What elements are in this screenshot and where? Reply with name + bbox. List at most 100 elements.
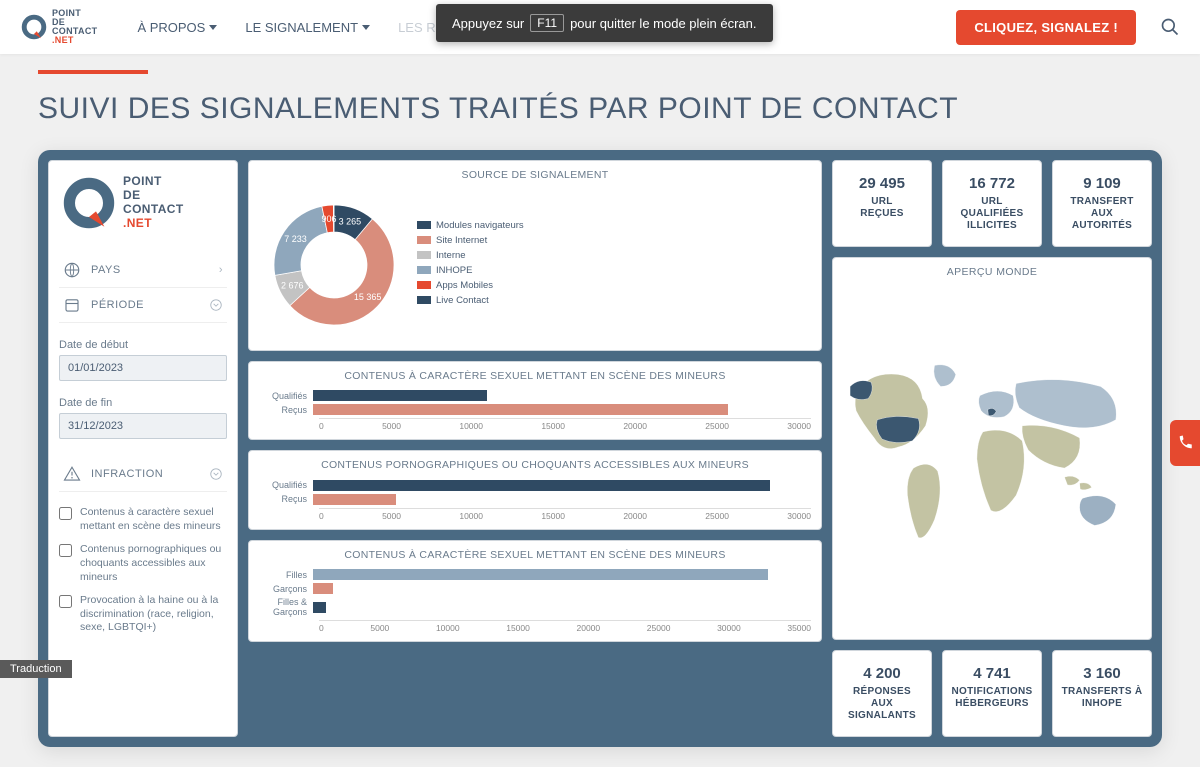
bar bbox=[313, 494, 396, 505]
bar bbox=[313, 480, 770, 491]
kpi-card: 3 160 TRANSFERTS ÀINHOPE bbox=[1052, 650, 1152, 737]
legend-swatch bbox=[417, 236, 431, 244]
axis: 050001000015000200002500030000 bbox=[319, 418, 811, 431]
bar-label: Qualifiés bbox=[259, 391, 313, 401]
calendar-icon bbox=[63, 296, 81, 314]
checkbox[interactable] bbox=[59, 544, 72, 557]
sidebar-logo: POINT DE CONTACT .NET bbox=[59, 175, 227, 231]
donut-panel: SOURCE DE SIGNALEMENT 3 265 15 365 2 676 7 … bbox=[248, 160, 822, 351]
checkbox[interactable] bbox=[59, 595, 72, 608]
check-label: Provocation à la haine ou à la discrimin… bbox=[80, 594, 227, 635]
dashboard-sidebar: POINT DE CONTACT .NET PAYS › PÉRIODE Dat… bbox=[48, 160, 238, 737]
legend-label: Site Internet bbox=[436, 235, 487, 246]
warning-icon bbox=[63, 465, 81, 483]
date-start-input[interactable] bbox=[59, 355, 227, 381]
right-column: SOURCE DE SIGNALEMENT 3 265 15 365 2 676 7 … bbox=[248, 160, 822, 737]
legend-label: INHOPE bbox=[436, 265, 472, 276]
legend-item: INHOPE bbox=[417, 265, 811, 276]
bar-label: Filles & Garçons bbox=[259, 597, 313, 617]
cta-report-button[interactable]: CLIQUEZ, SIGNALEZ ! bbox=[956, 10, 1136, 45]
kpi-value: 4 741 bbox=[951, 665, 1033, 682]
date-end-input[interactable] bbox=[59, 413, 227, 439]
svg-text:2 676: 2 676 bbox=[281, 280, 304, 290]
kpi-card: 9 109 TRANSFERT AUXAUTORITÉS bbox=[1052, 160, 1152, 247]
logo-icon bbox=[61, 175, 117, 231]
date-end-label: Date de fin bbox=[59, 397, 227, 409]
page-title: SUIVI DES SIGNALEMENTS TRAITÉS PAR POINT… bbox=[38, 92, 1162, 126]
traduction-tab[interactable]: Traduction bbox=[0, 660, 72, 678]
legend-swatch bbox=[417, 266, 431, 274]
donut-title: SOURCE DE SIGNALEMENT bbox=[249, 161, 821, 186]
bar-label: Qualifiés bbox=[259, 480, 313, 490]
site-logo[interactable]: POINT DE CONTACT .NET bbox=[20, 9, 97, 45]
check-label: Contenus à caractère sexuel mettant en s… bbox=[80, 506, 227, 533]
filter-periode[interactable]: PÉRIODE bbox=[59, 288, 227, 323]
barchart-panel: CONTENUS À CARACTÈRE SEXUEL METTANT EN S… bbox=[248, 361, 822, 441]
svg-text:7 233: 7 233 bbox=[284, 233, 307, 243]
check-label: Contenus pornographiques ou choquants ac… bbox=[80, 543, 227, 584]
donut-chart: 3 26515 3652 6767 233906 bbox=[259, 190, 409, 340]
legend-swatch bbox=[417, 296, 431, 304]
svg-text:15 365: 15 365 bbox=[354, 292, 382, 302]
bar-label: Reçus bbox=[259, 405, 313, 415]
infraction-check-1[interactable]: Contenus pornographiques ou choquants ac… bbox=[59, 543, 227, 584]
bar-row: Qualifiés bbox=[259, 480, 811, 491]
chevron-down-icon bbox=[209, 467, 223, 481]
chart-title: CONTENUS PORNOGRAPHIQUES OU CHOQUANTS AC… bbox=[249, 451, 821, 476]
date-start-group: Date de début bbox=[59, 339, 227, 381]
filter-infraction[interactable]: INFRACTION bbox=[59, 457, 227, 492]
bar-row: Garçons bbox=[259, 583, 811, 594]
kpi-value: 4 200 bbox=[841, 665, 923, 682]
legend-swatch bbox=[417, 281, 431, 289]
legend-swatch bbox=[417, 221, 431, 229]
donut-legend: Modules navigateurs Site Internet Interne I… bbox=[417, 220, 811, 310]
map-panel: APERÇU MONDE bbox=[832, 257, 1152, 640]
infraction-check-0[interactable]: Contenus à caractère sexuel mettant en s… bbox=[59, 506, 227, 533]
bar-row: Reçus bbox=[259, 494, 811, 505]
kpi-label: URL QUALIFIÉESILLICITES bbox=[951, 196, 1033, 232]
bar-row: Filles bbox=[259, 569, 811, 580]
kpi-card: 29 495URLREÇUES bbox=[832, 160, 932, 247]
barchart-panel: CONTENUS À CARACTÈRE SEXUEL METTANT EN S… bbox=[248, 540, 822, 643]
infraction-checklist: Contenus à caractère sexuel mettant en s… bbox=[59, 506, 227, 645]
date-end-group: Date de fin bbox=[59, 397, 227, 439]
svg-text:3 265: 3 265 bbox=[339, 216, 362, 226]
bar bbox=[313, 390, 487, 401]
nav-apropos[interactable]: À PROPOS bbox=[137, 20, 217, 35]
kpi-label: TRANSFERT AUXAUTORITÉS bbox=[1061, 196, 1143, 232]
kpi-label: TRANSFERTS ÀINHOPE bbox=[1061, 686, 1143, 710]
bar-row: Filles & Garçons bbox=[259, 597, 811, 617]
bar-label: Reçus bbox=[259, 494, 313, 504]
date-start-label: Date de début bbox=[59, 339, 227, 351]
kpi-value: 9 109 bbox=[1061, 175, 1143, 192]
legend-label: Modules navigateurs bbox=[436, 220, 524, 231]
barchart-panel: CONTENUS PORNOGRAPHIQUES OU CHOQUANTS AC… bbox=[248, 450, 822, 530]
kpi-value: 3 160 bbox=[1061, 665, 1143, 682]
kpi-label: NOTIFICATIONSHÉBERGEURS bbox=[951, 686, 1033, 710]
legend-label: Live Contact bbox=[436, 295, 489, 306]
search-icon[interactable] bbox=[1160, 17, 1180, 37]
kpi-card: 4 200 RÉPONSES AUXSIGNALANTS bbox=[832, 650, 932, 737]
legend-item: Interne bbox=[417, 250, 811, 261]
globe-icon bbox=[63, 261, 81, 279]
world-map[interactable] bbox=[841, 286, 1143, 626]
legend-label: Apps Mobiles bbox=[436, 280, 493, 291]
kpi-label: RÉPONSES AUXSIGNALANTS bbox=[841, 686, 923, 722]
chart-title: CONTENUS À CARACTÈRE SEXUEL METTANT EN S… bbox=[249, 541, 821, 566]
phone-tab[interactable] bbox=[1170, 420, 1200, 466]
infraction-check-2[interactable]: Provocation à la haine ou à la discrimin… bbox=[59, 594, 227, 635]
fullscreen-tip: Appuyez sur F11 pour quitter le mode ple… bbox=[436, 4, 773, 42]
bar-row: Qualifiés bbox=[259, 390, 811, 401]
chevron-down-icon bbox=[209, 298, 223, 312]
filter-pays[interactable]: PAYS › bbox=[59, 253, 227, 288]
dashboard: POINT DE CONTACT .NET PAYS › PÉRIODE Dat… bbox=[38, 150, 1162, 747]
kpi-value: 29 495 bbox=[841, 175, 923, 192]
legend-item: Modules navigateurs bbox=[417, 220, 811, 231]
kpi-card: 4 741 NOTIFICATIONSHÉBERGEURS bbox=[942, 650, 1042, 737]
axis: 050001000015000200002500030000 bbox=[319, 508, 811, 521]
bar bbox=[313, 602, 326, 613]
kpi-value: 16 772 bbox=[951, 175, 1033, 192]
checkbox[interactable] bbox=[59, 507, 72, 520]
bar bbox=[313, 583, 333, 594]
nav-signalement[interactable]: LE SIGNALEMENT bbox=[245, 20, 370, 35]
